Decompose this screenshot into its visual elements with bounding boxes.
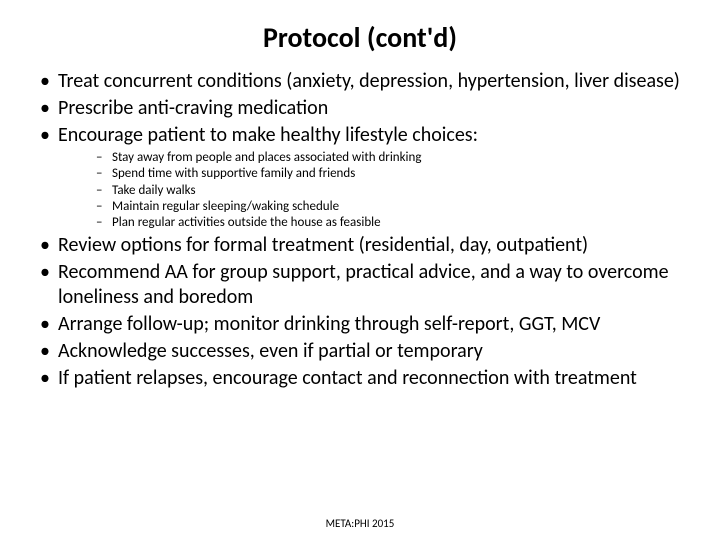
- list-item: Recommend AA for group support, practica…: [30, 260, 690, 310]
- list-item: Treat concurrent conditions (anxiety, de…: [30, 69, 690, 94]
- footer-text: META:PHI 2015: [0, 517, 720, 530]
- list-item: If patient relapses, encourage contact a…: [30, 366, 690, 391]
- list-item-text: Encourage patient to make healthy lifest…: [58, 123, 478, 147]
- list-item: Review options for formal treatment (res…: [30, 233, 690, 258]
- bullet-list: Treat concurrent conditions (anxiety, de…: [30, 69, 690, 391]
- list-item: Prescribe anti-craving medication: [30, 96, 690, 121]
- list-item: Encourage patient to make healthy lifest…: [30, 123, 690, 231]
- sub-bullet-list: Stay away from people and places associa…: [58, 150, 690, 231]
- sub-list-item: Take daily walks: [92, 183, 690, 199]
- page-title: Protocol (cont'd): [30, 20, 690, 55]
- sub-list-item: Plan regular activities outside the hous…: [92, 215, 690, 231]
- list-item: Acknowledge successes, even if partial o…: [30, 339, 690, 364]
- sub-list-item: Maintain regular sleeping/waking schedul…: [92, 199, 690, 215]
- sub-list-item: Stay away from people and places associa…: [92, 150, 690, 166]
- sub-list-item: Spend time with supportive family and fr…: [92, 166, 690, 182]
- list-item: Arrange follow-up; monitor drinking thro…: [30, 312, 690, 337]
